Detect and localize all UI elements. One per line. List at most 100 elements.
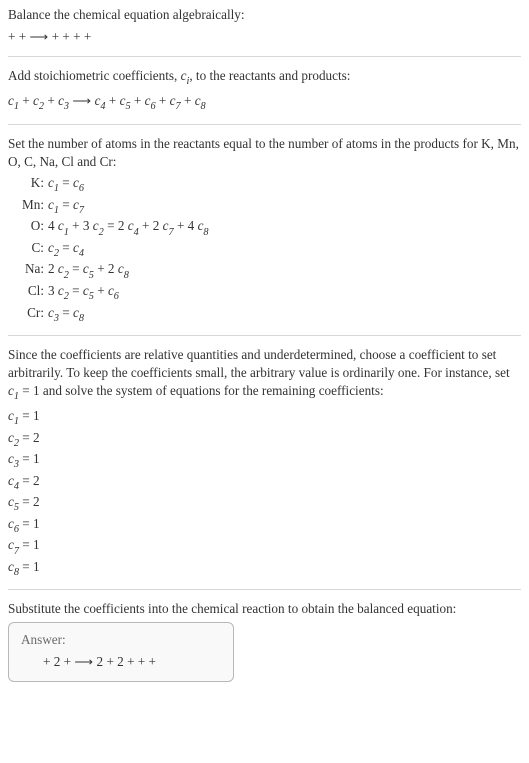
table-row: Cl: 3 c2 = c5 + c6	[22, 282, 215, 304]
answer-title: Answer:	[21, 631, 221, 649]
t: +	[94, 283, 108, 298]
sub: 3	[64, 101, 69, 112]
text: Add stoichiometric coefficients,	[8, 68, 181, 83]
row-label: O:	[22, 217, 48, 239]
sub: 8	[79, 313, 84, 324]
sub: 7	[176, 101, 181, 112]
c: c	[58, 218, 64, 233]
sub: 2	[14, 438, 19, 449]
c: c	[48, 175, 54, 190]
sub: 6	[114, 291, 119, 302]
sub: 8	[201, 101, 206, 112]
c: c	[48, 197, 54, 212]
answer-box: Answer: + 2 + ⟶ 2 + 2 + + +	[8, 622, 234, 682]
row-eq: c3 = c8	[48, 304, 215, 326]
c: c	[58, 261, 64, 276]
c: c	[8, 537, 14, 552]
table-row: Na: 2 c2 = c5 + 2 c8	[22, 260, 215, 282]
list-item: c1 = 1	[8, 407, 521, 429]
sub: 2	[39, 101, 44, 112]
atom-balance-intro: Set the number of atoms in the reactants…	[8, 135, 521, 171]
sub: 4	[100, 101, 105, 112]
c: c	[73, 305, 79, 320]
list-item: c2 = 2	[8, 429, 521, 451]
sub: 2	[64, 270, 69, 281]
table-row: C: c2 = c4	[22, 239, 215, 261]
sub: 5	[14, 502, 19, 513]
sub: 5	[89, 270, 94, 281]
var-sub-1: 1	[14, 391, 19, 402]
table-row: K: c1 = c6	[22, 174, 215, 196]
sub: 1	[54, 205, 59, 216]
coefficient-list: c1 = 1 c2 = 2 c3 = 1 c4 = 2 c5 = 2 c6 = …	[8, 407, 521, 579]
row-label: Mn:	[22, 196, 48, 218]
sub: 7	[14, 546, 19, 557]
t: =	[59, 240, 73, 255]
c: c	[58, 283, 64, 298]
var-c: c	[8, 383, 14, 398]
list-item: c5 = 2	[8, 493, 521, 515]
divider	[8, 124, 521, 125]
t: =	[59, 175, 73, 190]
row-eq: 4 c1 + 3 c2 = 2 c4 + 2 c7 + 4 c8	[48, 217, 215, 239]
list-item: c7 = 1	[8, 536, 521, 558]
stoich-intro: Add stoichiometric coefficients, ci, to …	[8, 67, 521, 89]
t: =	[69, 283, 83, 298]
text: = 1 and solve the system of equations fo…	[19, 383, 384, 398]
t: +	[44, 93, 58, 108]
c: c	[8, 93, 14, 108]
t: + 3	[69, 218, 93, 233]
c: c	[83, 283, 89, 298]
divider	[8, 335, 521, 336]
sub: 4	[79, 248, 84, 259]
val: = 1	[19, 516, 40, 531]
c: c	[8, 559, 14, 574]
sub: 6	[150, 101, 155, 112]
sub: 2	[54, 248, 59, 259]
t: = 2	[104, 218, 128, 233]
sub: 1	[64, 227, 69, 238]
c: c	[8, 473, 14, 488]
t: =	[59, 197, 73, 212]
c: c	[48, 305, 54, 320]
row-eq: 3 c2 = c5 + c6	[48, 282, 215, 304]
c: c	[93, 218, 99, 233]
table-row: O: 4 c1 + 3 c2 = 2 c4 + 2 c7 + 4 c8	[22, 217, 215, 239]
atom-balance-table: K: c1 = c6 Mn: c1 = c7 O: 4 c1 + 3 c2 = …	[22, 174, 215, 325]
t: +	[181, 93, 195, 108]
sub: 7	[79, 205, 84, 216]
t: =	[59, 305, 73, 320]
intro-line: Balance the chemical equation algebraica…	[8, 6, 521, 24]
sub: 5	[89, 291, 94, 302]
row-eq: 2 c2 = c5 + 2 c8	[48, 260, 215, 282]
row-label: Na:	[22, 260, 48, 282]
sub: 4	[134, 227, 139, 238]
t: +	[156, 93, 170, 108]
c: c	[118, 261, 124, 276]
sub: 7	[169, 227, 174, 238]
t: + 2	[94, 261, 118, 276]
list-item: c3 = 1	[8, 450, 521, 472]
sub: 1	[14, 101, 19, 112]
c: c	[8, 430, 14, 445]
val: = 1	[19, 408, 40, 423]
val: = 2	[19, 494, 40, 509]
table-row: Mn: c1 = c7	[22, 196, 215, 218]
c: c	[163, 218, 169, 233]
divider	[8, 56, 521, 57]
row-eq: c1 = c7	[48, 196, 215, 218]
c: c	[8, 408, 14, 423]
list-item: c8 = 1	[8, 558, 521, 580]
sub: 8	[203, 227, 208, 238]
sub: 5	[125, 101, 130, 112]
sub: 6	[79, 183, 84, 194]
list-item: c4 = 2	[8, 472, 521, 494]
c: c	[108, 283, 114, 298]
c: c	[170, 93, 176, 108]
sub: 2	[99, 227, 104, 238]
sub: 1	[14, 416, 19, 427]
sub: 4	[14, 481, 19, 492]
row-label: C:	[22, 239, 48, 261]
row-eq: c1 = c6	[48, 174, 215, 196]
text: , to the reactants and products:	[189, 68, 350, 83]
